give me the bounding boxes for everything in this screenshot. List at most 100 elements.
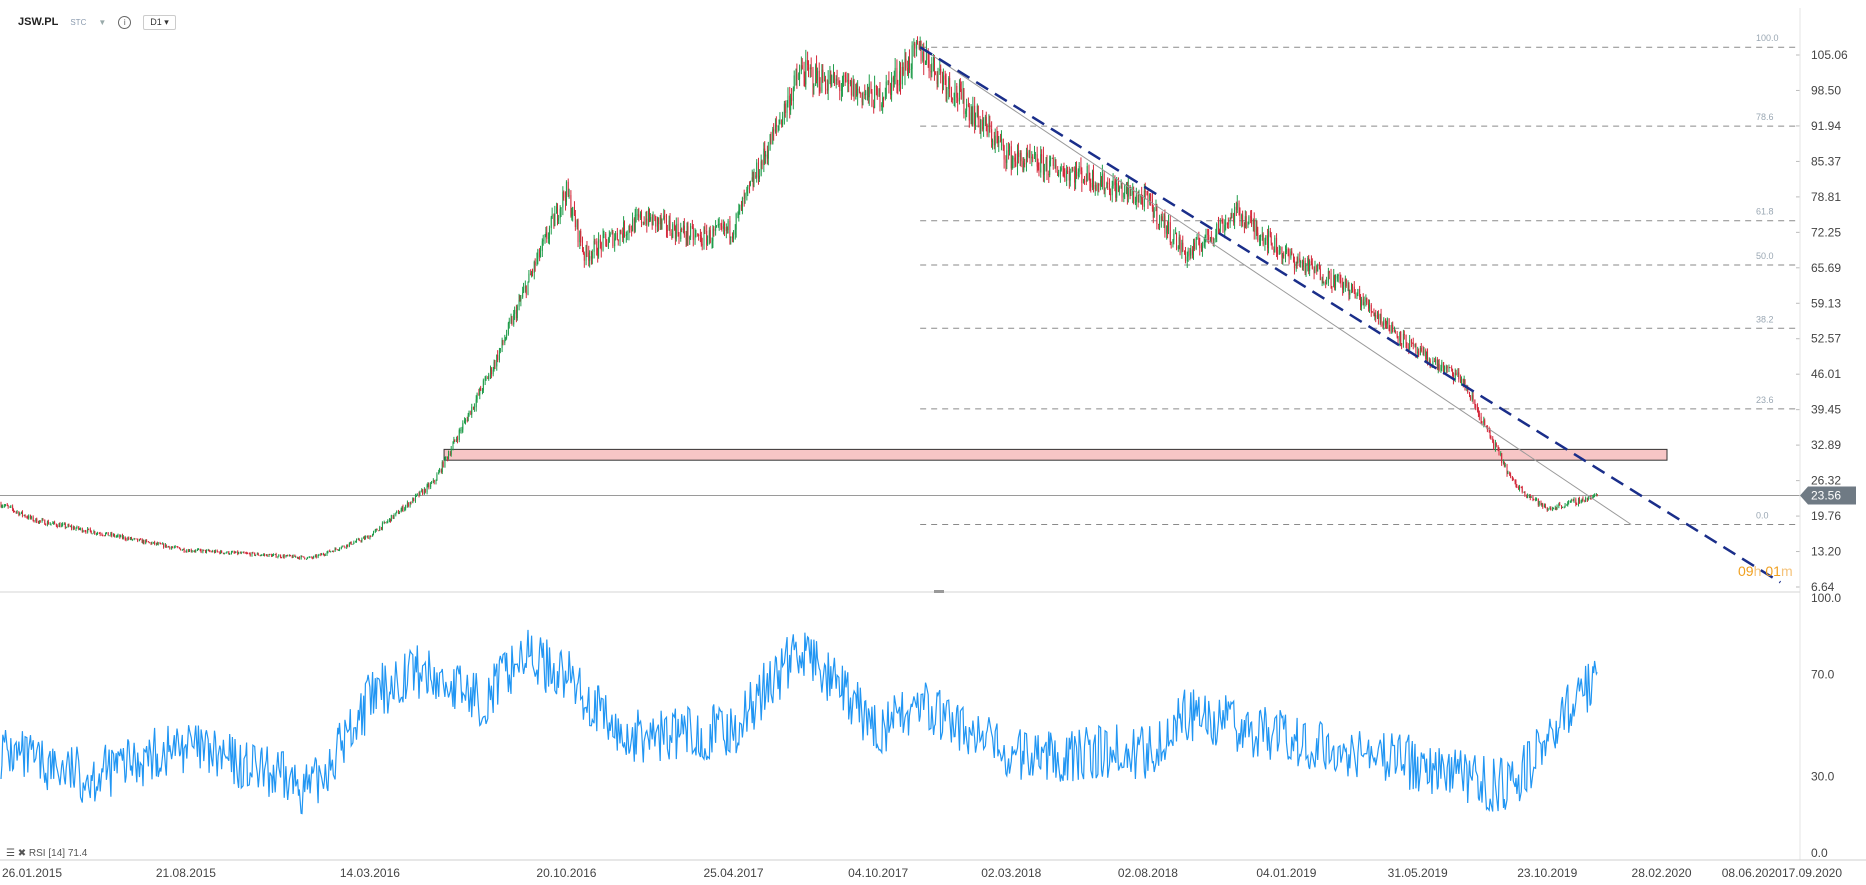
trendlines[interactable] xyxy=(919,46,1782,584)
candle-body xyxy=(298,557,300,559)
candle-body xyxy=(518,300,520,307)
candle-body xyxy=(441,462,443,473)
candle-body xyxy=(1564,505,1566,507)
panel-resize-handle[interactable] xyxy=(934,590,944,593)
candle-body xyxy=(280,555,282,558)
candle-body xyxy=(1368,303,1370,309)
candle-body xyxy=(725,226,727,231)
candle-body xyxy=(1360,296,1362,307)
candle-body xyxy=(1451,367,1453,369)
candle-body xyxy=(1142,198,1144,207)
candle-body xyxy=(1075,167,1077,183)
candle-body xyxy=(164,544,166,548)
candle-body xyxy=(85,531,87,533)
candle-body xyxy=(1321,278,1323,280)
candle-body xyxy=(1412,342,1414,346)
candle-body xyxy=(970,112,972,121)
candle-body xyxy=(1074,171,1076,183)
candle-body xyxy=(91,533,93,535)
candle-body xyxy=(4,504,6,506)
candle-body xyxy=(1015,161,1017,167)
candle-body xyxy=(1585,497,1587,502)
symbol-label[interactable]: JSW.PL xyxy=(18,16,59,28)
candle-body xyxy=(1075,167,1077,177)
candle-body xyxy=(792,88,794,101)
timeframe-select[interactable]: D1 ▾ xyxy=(143,14,176,30)
candle-body xyxy=(183,548,185,552)
candle-body xyxy=(839,83,841,91)
candle-body xyxy=(577,220,579,243)
candle-body xyxy=(363,537,365,539)
candle-body xyxy=(1351,283,1353,290)
candle-body xyxy=(790,97,792,111)
info-icon[interactable]: i xyxy=(118,15,132,29)
candle-body xyxy=(531,272,533,276)
candle-body xyxy=(1503,461,1505,466)
candle-body xyxy=(24,515,26,517)
candle-body xyxy=(1297,258,1299,263)
candle-body xyxy=(1216,223,1218,235)
candle-body xyxy=(234,552,236,554)
candle-body xyxy=(28,515,30,519)
candle-body xyxy=(116,535,118,537)
candle-body xyxy=(108,535,110,537)
candle-body xyxy=(303,556,305,558)
candle-body xyxy=(1000,140,1002,142)
candle-body xyxy=(741,197,743,211)
candle-body xyxy=(991,129,993,142)
candle-body xyxy=(1117,183,1119,191)
candle-body xyxy=(1147,195,1149,203)
candle-body xyxy=(1081,171,1083,184)
candle-body xyxy=(1100,179,1102,186)
candle-body xyxy=(623,222,625,237)
candle-body xyxy=(1371,311,1373,313)
fibonacci-levels: 100.0 78.6 61.8 50.0 38.2 23.6 0.0 xyxy=(920,33,1800,526)
candle-body xyxy=(1362,299,1364,306)
candle-body xyxy=(940,68,942,74)
candle-body xyxy=(536,258,538,266)
candle-body xyxy=(1587,497,1589,500)
candle-body xyxy=(19,513,21,516)
price-tick-label: 26.32 xyxy=(1811,474,1841,488)
candle-body xyxy=(804,77,806,85)
indicator-settings-icon[interactable]: ☰ ✖ xyxy=(6,848,27,859)
candle-body xyxy=(730,236,732,238)
candle-body xyxy=(1155,204,1157,211)
candle-body xyxy=(266,554,268,557)
candle-body xyxy=(1141,194,1143,199)
candle-body xyxy=(1366,297,1368,304)
candle-body xyxy=(402,506,404,511)
candle-body xyxy=(1460,379,1462,383)
candle-body xyxy=(169,546,171,549)
candle-body xyxy=(462,423,464,430)
candle-body xyxy=(331,550,333,552)
candle-body xyxy=(1554,507,1556,509)
candle-body xyxy=(415,494,417,496)
symbol-dropdown-icon[interactable]: ▼ xyxy=(98,17,107,27)
candle-body xyxy=(1288,253,1290,258)
candle-body xyxy=(490,368,492,375)
candle-body xyxy=(892,77,894,82)
candle-body xyxy=(1457,372,1459,376)
candle-body xyxy=(358,538,360,541)
candle-body xyxy=(438,472,440,475)
candle-body xyxy=(1333,275,1335,287)
candle-body xyxy=(177,547,179,549)
candle-body xyxy=(1169,222,1171,243)
candle-body xyxy=(374,530,376,532)
candle-body xyxy=(1568,501,1570,503)
candle-body xyxy=(1530,496,1532,498)
candle-countdown-timer: 09h 01m xyxy=(1738,563,1793,579)
candle-body xyxy=(1089,179,1091,183)
candle-body xyxy=(1225,222,1227,225)
candle-body xyxy=(36,518,38,523)
candle-body xyxy=(1389,330,1391,334)
candle-body xyxy=(764,148,766,157)
candle-body xyxy=(165,544,167,548)
candle-body xyxy=(603,234,605,236)
candle-body xyxy=(1502,461,1504,463)
candle-body xyxy=(810,67,812,70)
candle-body xyxy=(1251,216,1253,225)
candle-body xyxy=(1123,193,1125,198)
